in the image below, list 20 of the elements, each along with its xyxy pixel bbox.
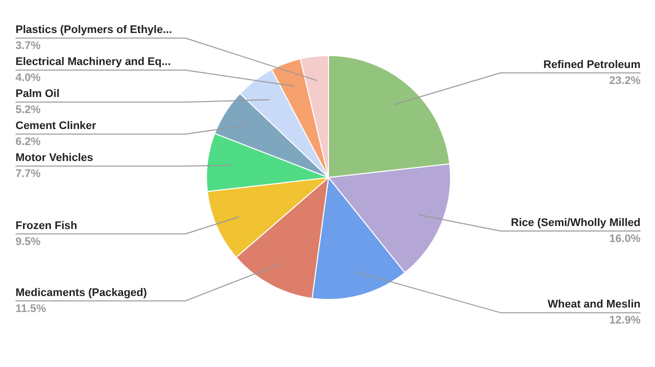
slice-label: Motor Vehicles bbox=[16, 152, 94, 164]
slice-label: Wheat and Meslin bbox=[548, 298, 641, 311]
data-label: 7.7% bbox=[16, 168, 41, 180]
data-label: 12.9% bbox=[609, 314, 641, 327]
data-label: 23.2% bbox=[609, 74, 641, 87]
data-label: 6.2% bbox=[16, 136, 41, 148]
slice-label: Cement Clinker bbox=[16, 120, 97, 132]
data-label: 9.5% bbox=[16, 236, 41, 248]
data-label: 5.2% bbox=[16, 104, 41, 116]
slice-label: Rice (Semi/Wholly Milled bbox=[510, 217, 640, 230]
slice-label: Palm Oil bbox=[16, 88, 60, 100]
slice-label: Frozen Fish bbox=[16, 220, 78, 232]
data-label: 4.0% bbox=[16, 72, 41, 84]
slice-label: Refined Petroleum bbox=[543, 58, 641, 71]
data-label: 3.7% bbox=[16, 40, 41, 52]
slice-label: Plastics (Polymers of Ethyle... bbox=[16, 24, 172, 36]
slice-label: Medicaments (Packaged) bbox=[16, 286, 148, 299]
data-label: 16.0% bbox=[609, 233, 641, 246]
data-label: 11.5% bbox=[16, 302, 46, 315]
slice-label: Electrical Machinery and Eq... bbox=[16, 56, 171, 68]
